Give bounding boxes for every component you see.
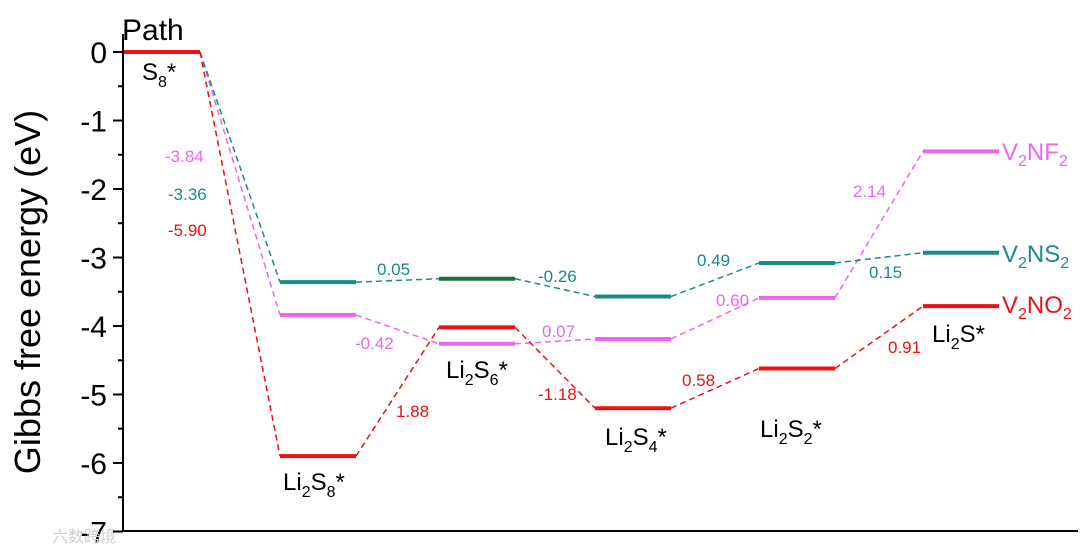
connector-line <box>199 51 281 457</box>
y-tick-label: -6 <box>80 448 107 481</box>
state-label: Li2S* <box>932 321 985 353</box>
y-tick-label: -3 <box>80 243 107 276</box>
connector-line <box>834 251 924 264</box>
series-name-label: V2NF2 <box>1002 139 1068 170</box>
state-label: Li2S2* <box>760 416 822 448</box>
state-label: Li2S4* <box>605 424 667 456</box>
y-tick-label: -7 <box>80 517 107 550</box>
delta-label: -3.84 <box>165 147 204 166</box>
delta-label: -0.26 <box>538 267 577 286</box>
delta-label: -1.18 <box>538 385 577 404</box>
connector-line <box>514 326 596 409</box>
state-label: S8* <box>142 59 176 91</box>
chart-title: Path <box>122 14 184 47</box>
connector-line <box>355 326 440 457</box>
y-axis: 0 -1 -2 -3 -4 -5 -6 -7 Gibbs free energy (eV) <box>7 34 1078 550</box>
series-name-label: V2NS2 <box>1002 241 1069 272</box>
delta-label: -5.90 <box>168 221 207 240</box>
connector-line <box>834 305 924 370</box>
delta-label: 2.14 <box>853 182 886 201</box>
connector-line <box>670 262 760 298</box>
energy-levels <box>124 50 999 459</box>
delta-label: 0.05 <box>377 260 410 279</box>
watermark-text: 六数跨境 <box>52 527 116 546</box>
delta-label: 1.88 <box>396 402 429 421</box>
y-axis-title: Gibbs free energy (eV) <box>7 110 48 474</box>
delta-label: -3.36 <box>168 185 207 204</box>
connector-line <box>355 314 440 345</box>
y-tick-label: -5 <box>80 380 107 413</box>
delta-label: 0.60 <box>716 291 749 310</box>
y-tick-label: -4 <box>80 311 107 344</box>
connector-line <box>514 278 596 298</box>
delta-label: 0.58 <box>682 371 715 390</box>
connector-line <box>199 51 281 283</box>
delta-label: 0.49 <box>697 251 730 270</box>
labels: Path -3.84 -0.42 0.07 0.60 2.14 V2NF2 -3.36 0.05… <box>52 14 1072 546</box>
delta-label: 0.15 <box>869 263 902 282</box>
y-tick-label: 0 <box>90 37 107 70</box>
delta-label: 0.91 <box>888 338 921 357</box>
state-label: Li2S8* <box>283 469 345 501</box>
state-label: Li2S6* <box>446 357 508 389</box>
delta-label: 0.07 <box>542 322 575 341</box>
connector-line <box>199 51 281 316</box>
connector-line <box>834 150 924 299</box>
y-tick-label: -1 <box>80 106 107 139</box>
connector-lines <box>199 51 924 457</box>
connector-line <box>670 297 760 340</box>
series-name-label: V2NO2 <box>1002 292 1072 323</box>
delta-label: -0.42 <box>355 334 394 353</box>
y-tick-label: -2 <box>80 174 107 207</box>
connector-line <box>670 367 760 409</box>
connector-line <box>514 338 596 345</box>
connector-line <box>355 277 440 283</box>
